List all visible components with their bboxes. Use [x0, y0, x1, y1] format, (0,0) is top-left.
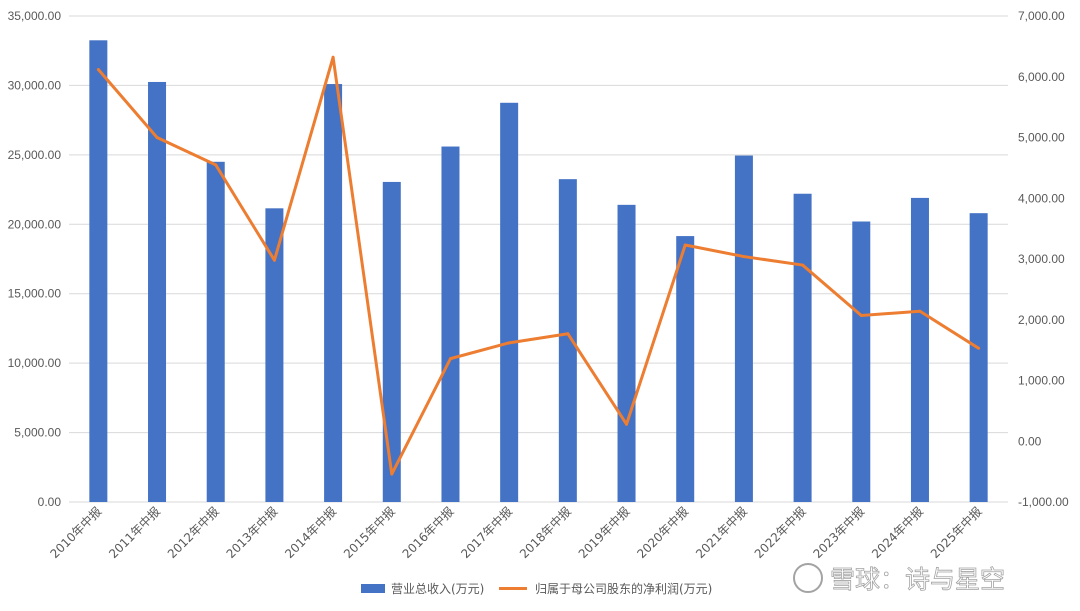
bar [969, 213, 988, 503]
line-point [390, 472, 394, 476]
right-axis-tick-label: 0.00 [1018, 434, 1042, 448]
category-label: 2021年中报 [692, 504, 750, 562]
line-point [625, 422, 629, 426]
bar [324, 84, 343, 502]
category-label: 2010年中报 [47, 504, 105, 562]
left-axis-tick-label: 30,000.00 [8, 78, 62, 92]
left-axis-tick-label: 15,000.00 [8, 287, 62, 301]
gridlines [69, 15, 1008, 503]
right-axis-ticks: -1,000.00 0.00 1,000.00 2,000.00 3,000.00 4,0… [1018, 9, 1069, 509]
line-point [214, 163, 218, 167]
bar [382, 181, 401, 503]
line-series [96, 55, 981, 476]
right-axis-tick-label: 1,000.00 [1018, 374, 1065, 388]
watermark-logo-icon [793, 563, 823, 593]
bar [148, 81, 167, 502]
category-label: 2018年中报 [516, 504, 574, 562]
left-axis-tick-label: 0.00 [38, 495, 62, 509]
category-label: 2016年中报 [399, 504, 457, 562]
category-label: 2015年中报 [340, 504, 398, 562]
watermark: 雪球：诗与星空 [793, 563, 1005, 594]
bar [89, 40, 108, 503]
line-point [801, 263, 805, 267]
category-label: 2019年中报 [575, 504, 633, 562]
left-axis-tick-label: 25,000.00 [8, 148, 62, 162]
line-point [155, 136, 159, 139]
bar [734, 155, 753, 502]
legend: 营业总收入(万元) 归属于母公司股东的净利润(万元) [361, 581, 712, 596]
bar [500, 102, 519, 503]
left-axis-tick-label: 10,000.00 [8, 356, 62, 370]
left-axis-tick-label: 5,000.00 [14, 426, 61, 440]
legend-bar-swatch [361, 584, 385, 593]
line-point [566, 332, 570, 336]
left-axis-tick-label: 35,000.00 [8, 9, 62, 23]
category-label: 2023年中报 [810, 504, 868, 562]
category-label: 2020年中报 [634, 504, 692, 562]
left-axis-ticks: 0.00 5,000.00 10,000.00 15,000.00 20,000.00 2… [8, 9, 62, 509]
category-label: 2017年中报 [458, 504, 516, 562]
right-axis-tick-label: 5,000.00 [1018, 131, 1065, 145]
line-point [331, 55, 335, 59]
line-point [272, 258, 276, 262]
right-axis-tick-label: 2,000.00 [1018, 313, 1065, 327]
bar [265, 208, 284, 502]
category-label: 2014年中报 [282, 504, 340, 562]
bar [441, 146, 460, 503]
bar [910, 197, 929, 502]
bar [558, 179, 577, 502]
legend-profit-label: 归属于母公司股东的净利润(万元) [535, 581, 712, 596]
bar [793, 193, 812, 503]
line-point [742, 255, 746, 259]
line-point [859, 313, 863, 317]
bar [206, 161, 225, 503]
category-label: 2022年中报 [751, 504, 809, 562]
left-axis-tick-label: 20,000.00 [8, 217, 62, 231]
line-point [683, 243, 687, 247]
line-point [918, 309, 922, 313]
bar [676, 236, 695, 503]
category-label: 2012年中报 [164, 504, 222, 562]
line-point [448, 357, 452, 361]
right-axis-tick-label: 4,000.00 [1018, 191, 1065, 205]
line-point [507, 341, 511, 345]
watermark-text: 雪球：诗与星空 [830, 565, 1005, 594]
category-labels: 2010年中报 2011年中报 2012年中报 2013年中报 2014年中报 2015年… [47, 504, 985, 562]
bar [617, 204, 636, 503]
right-axis-tick-label: 3,000.00 [1018, 252, 1065, 266]
bar [852, 221, 871, 502]
right-axis-tick-label: 6,000.00 [1018, 70, 1065, 84]
category-label: 2024年中报 [868, 504, 926, 562]
legend-revenue-label: 营业总收入(万元) [391, 582, 484, 596]
category-label: 2025年中报 [927, 504, 985, 562]
line-point [96, 67, 100, 71]
right-axis-tick-label: -1,000.00 [1018, 495, 1069, 509]
profit-line [97, 55, 980, 476]
line-point [977, 346, 981, 350]
category-label: 2011年中报 [105, 504, 163, 562]
right-axis-tick-label: 7,000.00 [1018, 9, 1065, 23]
category-label: 2013年中报 [223, 504, 281, 562]
